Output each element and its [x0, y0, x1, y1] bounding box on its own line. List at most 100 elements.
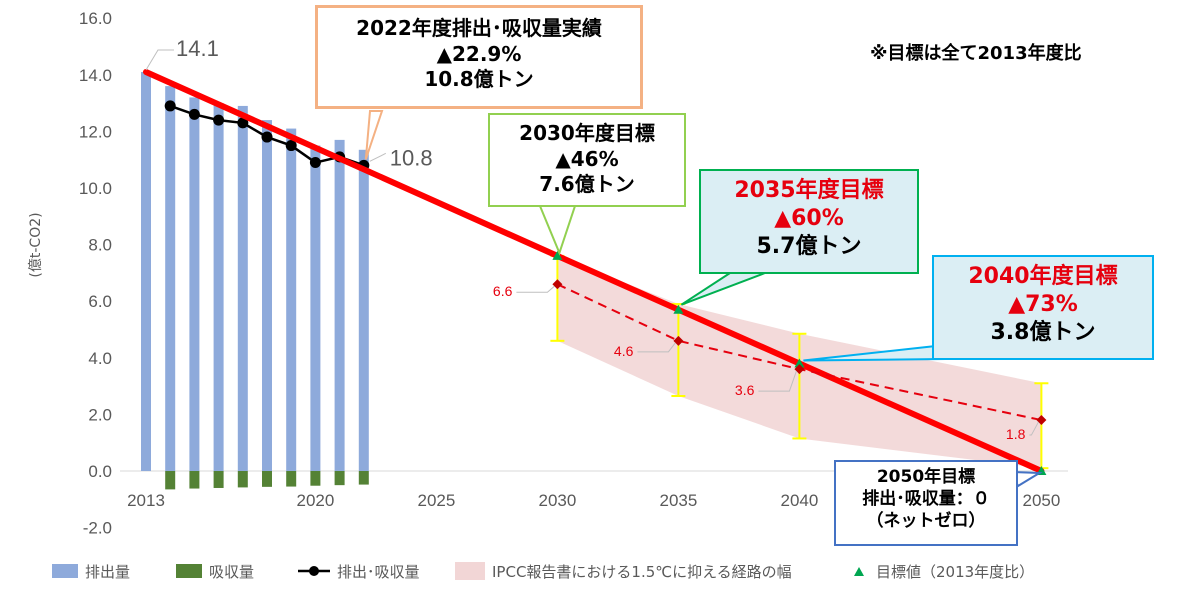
legend-label-absorption: 吸収量: [209, 562, 255, 581]
y-tick-label: 8.0: [88, 236, 112, 255]
x-tick-label: 2050: [1022, 491, 1060, 510]
net-emissions-point: [164, 100, 176, 112]
ipcc-median-point: [794, 364, 805, 375]
callout-2030-amount: 7.6億トン: [539, 172, 635, 197]
callout-2040-title: 2040年度目標: [968, 264, 1118, 289]
baseline-note: ※目標は全て2013年度比: [870, 43, 1082, 64]
end-label-leader: [369, 152, 387, 162]
legend: 排出量 吸収量 排出･吸収量 IPCC報告書における1.5℃に抑える経路の幅 目…: [0, 558, 1187, 584]
legend-marker-net-icon: [298, 566, 330, 576]
x-tick-label: 2040: [780, 491, 818, 510]
callout-2050-title: 2050年目標: [876, 467, 976, 487]
ipcc-value-label: 4.6: [614, 343, 634, 359]
emission-bar: [189, 97, 200, 471]
ipcc-label-leader: [637, 342, 676, 353]
target-marker-triangle: [794, 358, 805, 368]
callout-2040: 2040年度目標 ▲73% 3.8億トン: [932, 255, 1154, 360]
ipcc-median-line: [556, 283, 1042, 422]
legend-item-target: 目標値（2013年度比）: [852, 558, 1034, 584]
emission-bar: [358, 149, 369, 472]
emission-bar: [141, 71, 151, 471]
y-tick-label: 6.0: [88, 292, 112, 311]
absorption-bar: [165, 471, 176, 490]
net-emissions-point: [261, 131, 273, 143]
callout-2022-pointer: [364, 110, 384, 160]
ipcc-label-leader: [516, 285, 555, 293]
callout-2022-amount: 10.8億トン: [424, 67, 534, 92]
x-tick-label: 2020: [296, 491, 334, 510]
callout-2040-rate: ▲73%: [1008, 292, 1078, 318]
legend-item-absorption: 吸収量: [176, 558, 254, 584]
ipcc-median-point: [1036, 415, 1047, 426]
start-label-leader: [145, 49, 174, 71]
y-tick-label: 2.0: [88, 405, 112, 424]
emission-bar: [286, 128, 297, 471]
callout-2050-netzero: （ネットゼロ）: [866, 510, 986, 531]
y-tick-label: -2.0: [83, 519, 112, 538]
ipcc-value-label: 6.6: [493, 283, 513, 299]
absorption-bar: [262, 471, 272, 487]
callout-2050: 2050年目標 排出･吸収量：０ （ネットゼロ）: [834, 460, 1018, 546]
legend-swatch-emissions: [52, 564, 78, 578]
callout-2035: 2035年度目標 ▲60% 5.7億トン: [699, 169, 919, 274]
net-emissions-point: [285, 140, 297, 152]
net-emissions-point: [237, 117, 249, 129]
y-tick-label: 4.0: [88, 349, 112, 368]
callout-2030-pointer: [538, 205, 577, 256]
y-axis-label: (億t-CO2): [28, 212, 44, 277]
end-value-label: 10.8: [390, 145, 433, 170]
ipcc-label-leader: [758, 370, 797, 392]
callout-2050-net: 排出･吸収量：０: [862, 488, 990, 509]
callout-2022-title: 2022年度排出･吸収量実績: [356, 16, 602, 40]
net-emissions-point: [188, 108, 200, 120]
start-value-label: 14.1: [176, 36, 219, 61]
y-tick-label: 10.0: [79, 179, 112, 198]
absorption-bar: [189, 471, 200, 489]
legend-label-target: 目標値（2013年度比）: [876, 562, 1035, 581]
legend-swatch-ipcc: [455, 562, 485, 580]
callout-2035-amount: 5.7億トン: [756, 234, 862, 260]
legend-triangle-icon: [854, 566, 864, 576]
target-marker-triangle: [673, 304, 684, 314]
ipcc-median-point: [673, 335, 684, 346]
legend-item-emissions: 排出量: [52, 558, 130, 584]
absorption-bar: [237, 471, 248, 488]
emission-bar: [213, 103, 224, 471]
absorption-bar: [213, 471, 224, 488]
x-tick-label: 2025: [417, 491, 455, 510]
legend-item-net: 排出･吸収量: [298, 558, 420, 584]
ipcc-value-label: 1.8: [1006, 426, 1026, 442]
callout-2035-rate: ▲60%: [774, 206, 844, 232]
emission-bar: [334, 139, 345, 471]
y-tick-label: 16.0: [79, 9, 112, 28]
absorption-bar: [358, 471, 369, 485]
ipcc-value-label: 3.6: [735, 382, 755, 398]
target-marker-triangle: [552, 250, 563, 260]
absorption-bar: [310, 471, 321, 486]
callout-2022: 2022年度排出･吸収量実績 ▲22.9% 10.8億トン: [315, 5, 643, 109]
legend-item-ipcc: IPCC報告書における1.5℃に抑える経路の幅: [455, 558, 792, 584]
absorption-bar: [286, 471, 297, 487]
emission-bar: [262, 120, 272, 471]
legend-label-emissions: 排出量: [85, 562, 131, 581]
legend-label-net: 排出･吸収量: [337, 562, 420, 581]
callout-2022-rate: ▲22.9%: [436, 41, 522, 66]
net-emissions-point: [213, 114, 225, 126]
callout-2030-rate: ▲46%: [555, 146, 619, 171]
emission-bar: [237, 105, 248, 472]
x-tick-label: 2030: [538, 491, 576, 510]
y-tick-label: 0.0: [88, 462, 112, 481]
x-tick-label: 2035: [659, 491, 697, 510]
legend-label-ipcc: IPCC報告書における1.5℃に抑える経路の幅: [492, 562, 792, 581]
callout-2035-title: 2035年度目標: [734, 178, 884, 203]
absorption-bar: [334, 471, 345, 486]
callout-2030: 2030年度目標 ▲46% 7.6億トン: [488, 113, 686, 207]
callout-2035-pointer: [680, 272, 766, 306]
emission-bar: [310, 145, 321, 472]
emission-bar: [165, 86, 176, 472]
callout-2030-title: 2030年度目標: [519, 121, 655, 145]
net-emissions-point: [309, 157, 321, 169]
legend-swatch-absorption: [176, 564, 202, 578]
y-tick-label: 14.0: [79, 66, 112, 85]
